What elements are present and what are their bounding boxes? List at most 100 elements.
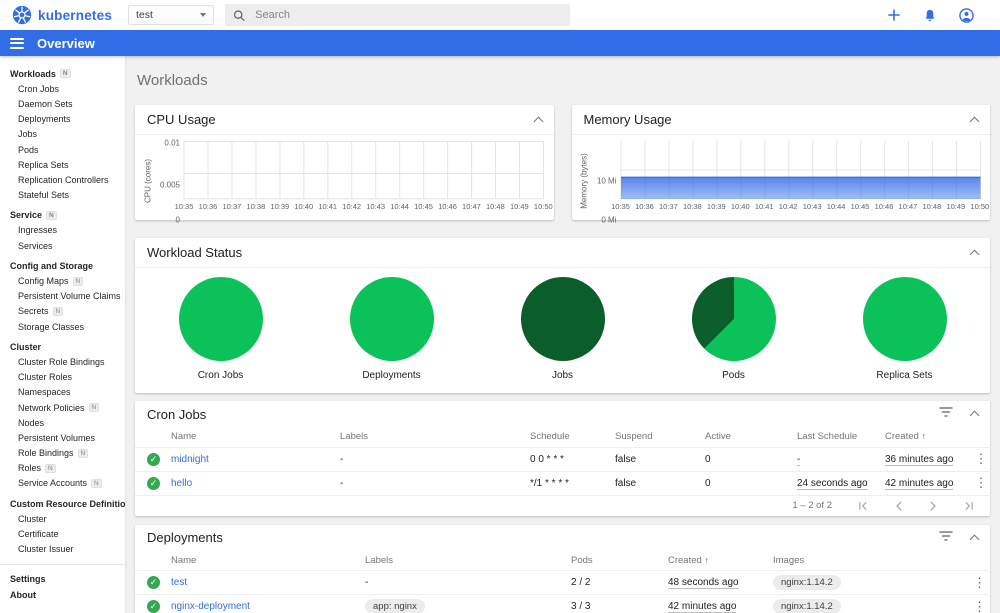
table-row: ✓ test - 2 / 2 48 seconds ago nginx:1.14…: [135, 570, 997, 595]
collapse-chevron-icon[interactable]: [969, 410, 980, 421]
row-menu-dots-icon[interactable]: ⋮: [973, 598, 986, 613]
search-bar[interactable]: [225, 4, 570, 26]
sidebar-item-role-bindings[interactable]: Role Bindings N: [0, 446, 125, 461]
previous-page-icon[interactable]: [895, 501, 903, 511]
namespaced-badge: N: [72, 276, 84, 286]
col-name[interactable]: Name: [171, 550, 365, 571]
col-active[interactable]: Active: [705, 427, 797, 448]
row-menu-dots-icon[interactable]: ⋮: [974, 475, 988, 490]
collapse-chevron-icon[interactable]: [969, 534, 980, 544]
sidebar-item-service[interactable]: Service N: [0, 208, 125, 223]
sidebar-item-settings[interactable]: Settings: [10, 574, 46, 585]
nav-title: Overview: [37, 35, 95, 51]
sidebar-item-jobs[interactable]: Jobs: [18, 129, 38, 140]
cpu-plot-area: 10:35 10:36 10:37 10:38 10:39 10:40 10:41 10:42…: [175, 141, 553, 211]
sidebar-item-nodes[interactable]: Nodes: [18, 417, 45, 428]
sidebar-item-cron-jobs[interactable]: Cron Jobs: [18, 83, 60, 94]
sidebar-item-secrets[interactable]: Secrets N: [0, 304, 125, 319]
sort-ascending-icon: ↑: [921, 431, 926, 442]
menu-hamburger-icon[interactable]: [10, 37, 24, 49]
deployment-link[interactable]: test: [171, 577, 188, 588]
deployments-card: Deployments Name Labels Pods Created ↑: [135, 524, 997, 613]
app-header: kubernetes test: [0, 0, 1000, 30]
sidebar-item-cluster-roles[interactable]: Cluster Roles: [18, 372, 73, 383]
filter-icon[interactable]: [939, 529, 953, 547]
search-input[interactable]: [255, 9, 562, 21]
next-page-icon[interactable]: [929, 501, 937, 511]
sidebar-section-cluster[interactable]: Cluster: [10, 341, 42, 352]
sidebar: Workloads N Cron Jobs Daemon Sets Deploym…: [0, 56, 125, 613]
sidebar-item-ingresses[interactable]: Ingresses: [18, 225, 58, 236]
first-page-icon[interactable]: [858, 501, 869, 511]
collapse-chevron-icon[interactable]: [533, 116, 543, 126]
sidebar-item-workloads[interactable]: Workloads N: [0, 66, 125, 81]
jobs-pie-chart[interactable]: [520, 277, 605, 361]
account-user-icon[interactable]: [959, 7, 974, 23]
pagination-range: 1 – 2 of 2: [792, 500, 832, 511]
sidebar-item-storage-classes[interactable]: Storage Classes: [18, 321, 85, 332]
cronjob-link[interactable]: hello: [171, 477, 193, 489]
page-title: Workloads: [137, 72, 208, 89]
kubernetes-logo[interactable]: kubernetes: [12, 5, 128, 25]
sidebar-item-config-maps[interactable]: Config Maps N: [0, 273, 125, 288]
sidebar-item-replica-sets[interactable]: Replica Sets: [18, 159, 69, 170]
image-chip: nginx:1.14.2: [773, 575, 841, 590]
sidebar-item-cluster-role-bindings[interactable]: Cluster Role Bindings: [18, 356, 105, 367]
pie-label: Cron Jobs: [197, 370, 244, 381]
namespace-selector[interactable]: test: [128, 5, 214, 25]
sidebar-item-service-accounts[interactable]: Service Accounts N: [0, 476, 125, 491]
sidebar-item-replication-controllers[interactable]: Replication Controllers: [18, 174, 109, 185]
sidebar-item-services[interactable]: Services: [18, 240, 53, 251]
sidebar-section-custom-resource-definitions[interactable]: Custom Resource Definitions: [10, 498, 125, 509]
sidebar-item-deployments[interactable]: Deployments: [18, 114, 71, 125]
sidebar-item-persistent-volume-claims[interactable]: Persistent Volume ClaimsN: [0, 289, 125, 304]
cron-jobs-pie-chart[interactable]: [178, 277, 263, 361]
sidebar-item-crd-certificate[interactable]: Certificate: [18, 529, 59, 540]
create-resource-plus-icon[interactable]: [887, 8, 901, 22]
sidebar-item-pods[interactable]: Pods: [18, 144, 39, 155]
replica-sets-pie-chart[interactable]: [862, 277, 947, 361]
sidebar-item-stateful-sets[interactable]: Stateful Sets: [18, 190, 70, 201]
col-name[interactable]: Name: [171, 427, 340, 448]
sidebar-item-crd-cluster-issuer[interactable]: Cluster Issuer: [18, 544, 74, 555]
image-chip: nginx:1.14.2: [773, 599, 841, 613]
cron-jobs-title: Cron Jobs: [147, 406, 207, 422]
sidebar-item-about[interactable]: About: [10, 589, 36, 600]
cell-created: 48 seconds ago: [668, 577, 739, 589]
row-menu-dots-icon[interactable]: ⋮: [973, 574, 986, 590]
brand-name: kubernetes: [38, 7, 113, 23]
status-ok-icon: ✓: [147, 576, 160, 589]
col-created[interactable]: Created ↑: [668, 550, 773, 571]
collapse-chevron-icon[interactable]: [969, 249, 980, 259]
cell-last-schedule: -: [797, 453, 801, 466]
cpu-usage-title: CPU Usage: [147, 112, 216, 127]
col-pods[interactable]: Pods: [571, 550, 668, 571]
notifications-bell-icon[interactable]: [923, 8, 937, 23]
pods-pie-chart[interactable]: [691, 277, 776, 361]
col-labels[interactable]: Labels: [365, 550, 571, 571]
col-created[interactable]: Created ↑: [885, 427, 965, 448]
sidebar-section-config-and-storage[interactable]: Config and Storage: [10, 260, 93, 271]
sidebar-item-network-policies[interactable]: Network Policies N: [0, 400, 125, 415]
col-schedule[interactable]: Schedule: [530, 427, 615, 448]
cell-created: 42 minutes ago: [668, 601, 737, 613]
cronjob-link[interactable]: midnight: [171, 453, 209, 465]
row-menu-dots-icon[interactable]: ⋮: [974, 451, 988, 466]
deployments-pie-chart[interactable]: [349, 277, 434, 361]
col-images[interactable]: Images: [773, 550, 962, 571]
sidebar-item-roles[interactable]: Roles N: [0, 461, 125, 476]
collapse-chevron-icon[interactable]: [969, 116, 980, 126]
cell-pods: 2 / 2: [571, 570, 668, 595]
sidebar-item-persistent-volumes[interactable]: Persistent Volumes: [18, 432, 96, 443]
col-last-schedule[interactable]: Last Schedule: [797, 427, 885, 448]
namespaced-badge: N: [45, 463, 56, 473]
sidebar-item-crd-cluster[interactable]: Cluster: [18, 513, 47, 524]
sidebar-item-daemon-sets[interactable]: Daemon Sets: [18, 98, 73, 109]
cell-created: 36 minutes ago: [885, 453, 954, 466]
sidebar-item-namespaces[interactable]: Namespaces: [18, 387, 71, 398]
col-labels[interactable]: Labels: [340, 427, 530, 448]
last-page-icon[interactable]: [963, 501, 974, 511]
filter-icon[interactable]: [939, 405, 953, 423]
deployment-link[interactable]: nginx-deployment: [171, 601, 250, 612]
col-suspend[interactable]: Suspend: [615, 427, 705, 448]
